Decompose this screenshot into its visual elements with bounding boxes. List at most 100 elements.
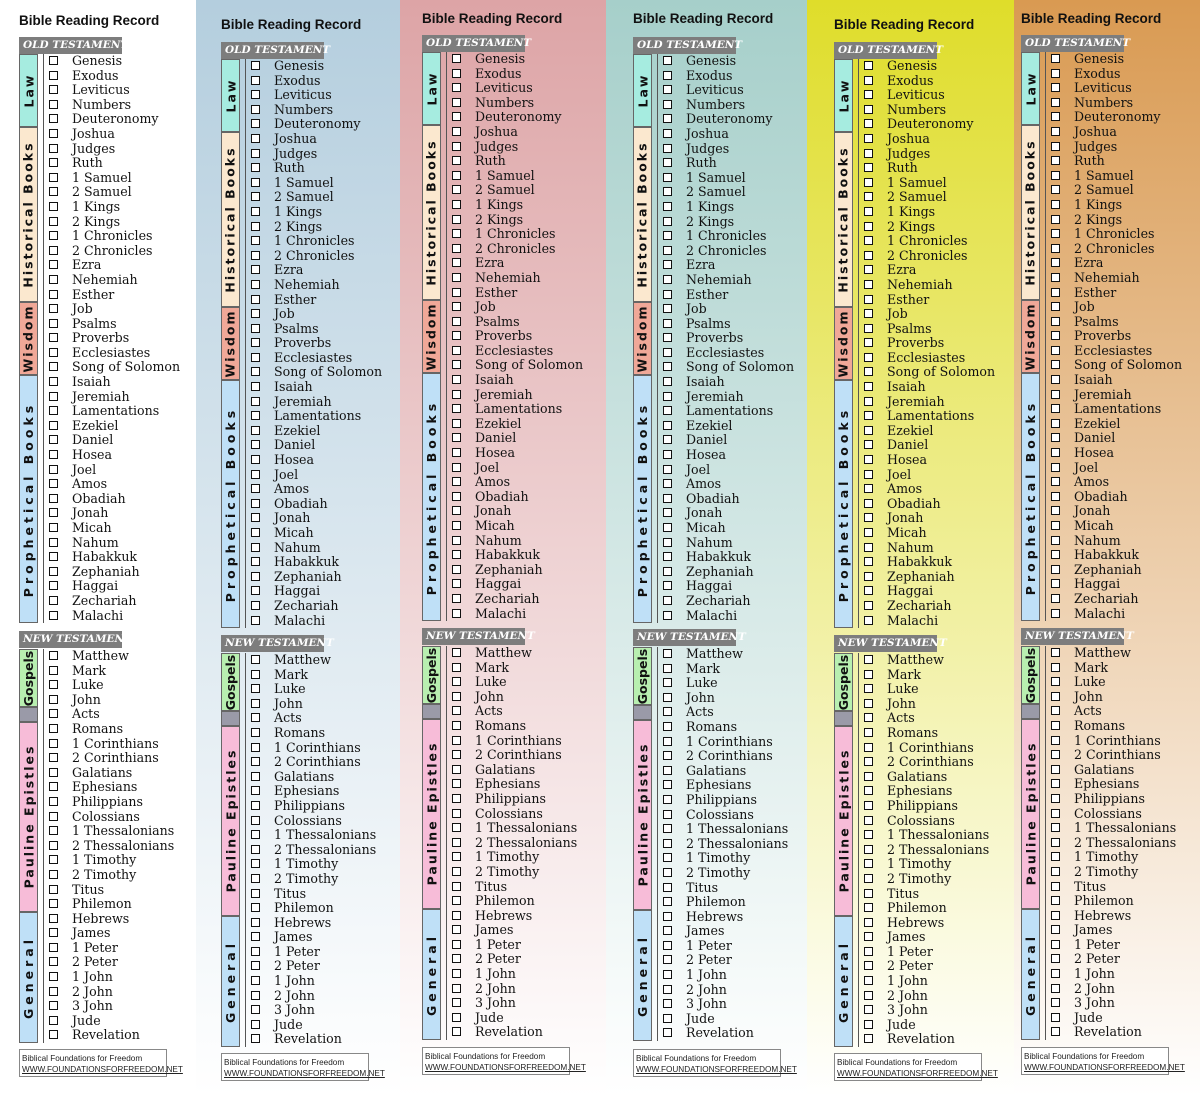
checkbox[interactable] bbox=[251, 163, 260, 173]
book-item[interactable]: Philemon bbox=[251, 900, 376, 916]
checkbox[interactable] bbox=[452, 808, 461, 818]
book-item[interactable]: Acts bbox=[864, 711, 989, 726]
book-item[interactable]: Titus bbox=[251, 886, 376, 902]
checkbox[interactable] bbox=[663, 707, 672, 717]
checkbox[interactable] bbox=[452, 779, 461, 789]
checkbox[interactable] bbox=[452, 141, 461, 151]
book-item[interactable]: Ephesians bbox=[251, 784, 376, 799]
checkbox[interactable] bbox=[1051, 229, 1060, 239]
checkbox[interactable] bbox=[251, 90, 260, 100]
checkbox[interactable] bbox=[452, 521, 461, 530]
checkbox[interactable] bbox=[251, 469, 260, 479]
checkbox[interactable] bbox=[49, 566, 58, 576]
book-item[interactable]: Jude bbox=[452, 1010, 577, 1026]
checkbox[interactable] bbox=[49, 85, 58, 95]
checkbox[interactable] bbox=[1051, 521, 1060, 530]
checkbox[interactable] bbox=[864, 119, 873, 129]
book-item[interactable]: Deuteronomy bbox=[49, 112, 180, 127]
checkbox[interactable] bbox=[663, 867, 672, 877]
checkbox[interactable] bbox=[251, 498, 260, 508]
checkbox[interactable] bbox=[49, 187, 58, 197]
book-item[interactable]: Deuteronomy bbox=[251, 117, 382, 132]
checkbox[interactable] bbox=[251, 279, 260, 289]
checkbox[interactable] bbox=[1051, 287, 1060, 297]
checkbox[interactable] bbox=[663, 552, 672, 562]
book-item[interactable]: Colossians bbox=[49, 809, 174, 825]
book-item[interactable]: 1 Thessalonians bbox=[864, 827, 989, 843]
book-item[interactable]: 2 Peter bbox=[251, 959, 376, 974]
checkbox[interactable] bbox=[864, 830, 873, 840]
book-item[interactable]: Colossians bbox=[452, 806, 577, 822]
book-item[interactable]: Esther bbox=[1051, 285, 1182, 301]
checkbox[interactable] bbox=[49, 986, 58, 996]
checkbox[interactable] bbox=[49, 435, 58, 445]
book-item[interactable]: Luke bbox=[452, 674, 577, 690]
checkbox[interactable] bbox=[251, 382, 260, 392]
checkbox[interactable] bbox=[1051, 808, 1060, 818]
checkbox[interactable] bbox=[49, 128, 58, 138]
checkbox[interactable] bbox=[251, 396, 260, 406]
book-item[interactable]: Jeremiah bbox=[452, 387, 583, 403]
checkbox[interactable] bbox=[49, 651, 58, 660]
book-item[interactable]: 2 Kings bbox=[452, 212, 583, 228]
book-item[interactable]: Micah bbox=[49, 520, 180, 536]
book-item[interactable]: Joshua bbox=[251, 131, 382, 147]
book-item[interactable]: Nahum bbox=[49, 535, 180, 551]
book-item[interactable]: Numbers bbox=[864, 102, 995, 118]
book-item[interactable]: Haggai bbox=[452, 577, 583, 592]
checkbox[interactable] bbox=[49, 928, 58, 938]
checkbox[interactable] bbox=[1051, 550, 1060, 560]
checkbox[interactable] bbox=[663, 56, 672, 65]
book-item[interactable]: Habakkuk bbox=[251, 554, 382, 570]
book-item[interactable]: 1 John bbox=[1051, 966, 1176, 982]
checkbox[interactable] bbox=[452, 706, 461, 716]
book-item[interactable]: Colossians bbox=[1051, 806, 1176, 822]
checkbox[interactable] bbox=[864, 815, 873, 825]
checkbox[interactable] bbox=[452, 404, 461, 414]
book-item[interactable]: Revelation bbox=[251, 1032, 376, 1047]
checkbox[interactable] bbox=[452, 375, 461, 385]
book-item[interactable]: Jeremiah bbox=[251, 394, 382, 410]
book-item[interactable]: 2 Peter bbox=[49, 955, 174, 970]
book-item[interactable]: Leviticus bbox=[251, 87, 382, 103]
checkbox[interactable] bbox=[864, 873, 873, 883]
checkbox[interactable] bbox=[49, 420, 58, 430]
checkbox[interactable] bbox=[1051, 448, 1060, 458]
book-item[interactable]: Joshua bbox=[49, 126, 180, 142]
checkbox[interactable] bbox=[452, 389, 461, 399]
checkbox[interactable] bbox=[452, 316, 461, 326]
book-item[interactable]: Deuteronomy bbox=[1051, 110, 1182, 125]
checkbox[interactable] bbox=[251, 990, 260, 1000]
book-item[interactable]: 2 Samuel bbox=[864, 190, 995, 205]
checkbox[interactable] bbox=[864, 309, 873, 319]
checkbox[interactable] bbox=[49, 231, 58, 241]
checkbox[interactable] bbox=[663, 216, 672, 226]
checkbox[interactable] bbox=[1051, 258, 1060, 268]
checkbox[interactable] bbox=[663, 1028, 672, 1038]
book-item[interactable]: Amos bbox=[864, 481, 995, 497]
book-item[interactable]: 2 Samuel bbox=[251, 190, 382, 205]
checkbox[interactable] bbox=[49, 523, 58, 532]
book-item[interactable]: Ecclesiastes bbox=[49, 345, 180, 361]
checkbox[interactable] bbox=[452, 998, 461, 1008]
checkbox[interactable] bbox=[1051, 535, 1060, 545]
checkbox[interactable] bbox=[49, 201, 58, 211]
checkbox[interactable] bbox=[663, 809, 672, 819]
book-item[interactable]: Ezra bbox=[49, 258, 180, 273]
book-item[interactable]: Song of Solomon bbox=[452, 358, 583, 373]
book-item[interactable]: Ezekiel bbox=[49, 418, 180, 434]
book-item[interactable]: Esther bbox=[452, 285, 583, 301]
footer-url[interactable]: WWW.FOUNDATIONSFORFREEDOM.NET bbox=[224, 1069, 385, 1078]
book-item[interactable]: Malachi bbox=[663, 608, 794, 624]
book-item[interactable]: 2 Peter bbox=[1051, 952, 1176, 967]
book-item[interactable]: Matthew bbox=[251, 652, 376, 668]
checkbox[interactable] bbox=[1051, 648, 1060, 657]
book-item[interactable]: 1 Timothy bbox=[452, 850, 577, 865]
book-item[interactable]: Jude bbox=[864, 1017, 989, 1033]
checkbox[interactable] bbox=[49, 464, 58, 474]
book-item[interactable]: Joel bbox=[864, 467, 995, 483]
book-item[interactable]: Proverbs bbox=[49, 330, 180, 346]
checkbox[interactable] bbox=[452, 214, 461, 224]
book-item[interactable]: Ecclesiastes bbox=[663, 345, 794, 361]
checkbox[interactable] bbox=[452, 720, 461, 730]
